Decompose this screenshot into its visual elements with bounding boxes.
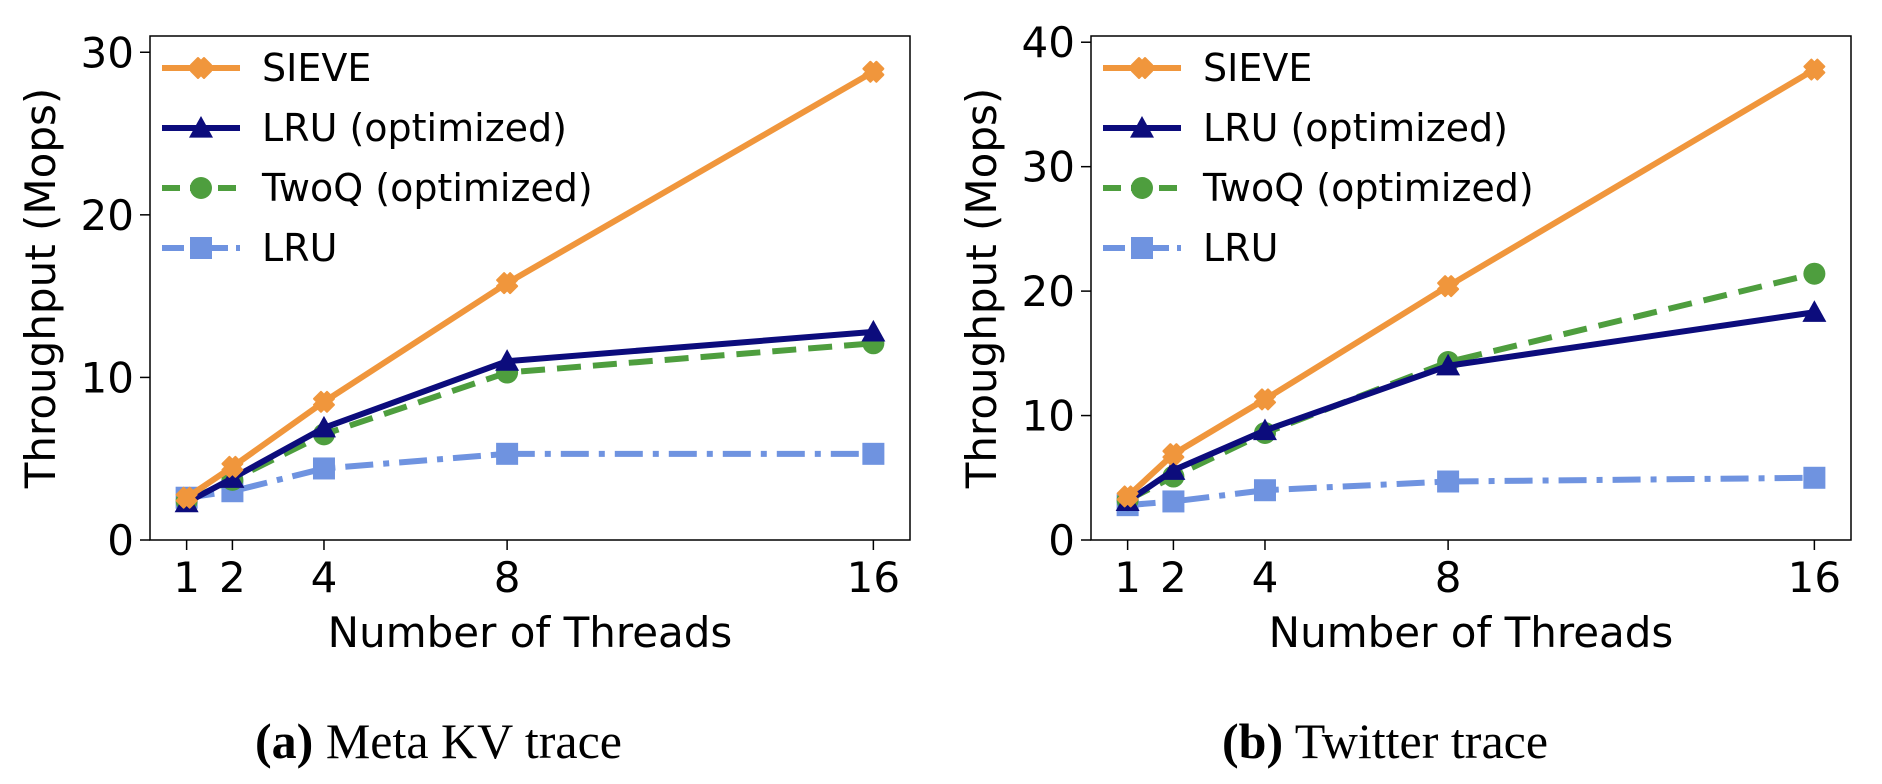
- series-line: [185, 340, 874, 504]
- y-tick-label: 10: [1022, 392, 1075, 441]
- legend-marker: [1131, 177, 1153, 199]
- series-twoq-optimized: [1116, 262, 1826, 512]
- data-point: [1162, 490, 1185, 513]
- data-point: [175, 486, 198, 509]
- legend-label: LRU: [1203, 226, 1278, 270]
- x-tick-label: 1: [1114, 553, 1141, 602]
- legend-label: LRU (optimized): [1203, 106, 1508, 150]
- x-axis-label: Number of Threads: [1269, 608, 1674, 657]
- data-point: [221, 455, 244, 478]
- x-tick-label: 16: [1788, 553, 1841, 602]
- legend-marker: [190, 237, 212, 259]
- legend-marker: [1131, 57, 1153, 79]
- data-point: [495, 349, 520, 371]
- legend: SIEVE LRU (optimized) TwoQ (optimized) LRU: [1103, 46, 1534, 270]
- x-tick-label: 4: [311, 553, 338, 602]
- x-axis-label: Number of Threads: [328, 608, 733, 657]
- legend-marker: [1131, 237, 1153, 259]
- chart-panel-a: 1 2 4 8 16 0 10 20 30 Number of Threads Throughput…: [0, 0, 941, 700]
- series-line: [186, 450, 874, 501]
- caption-a-text: Meta KV trace: [325, 713, 622, 769]
- caption-a-tag: (a): [255, 713, 314, 769]
- data-point: [496, 272, 519, 295]
- x-tick-label: 8: [494, 553, 521, 602]
- y-axis-label: Throughput (Mops): [957, 88, 1006, 490]
- series-sieve: [175, 60, 885, 509]
- x-tick-label: 8: [1435, 553, 1462, 602]
- data-point: [862, 60, 885, 83]
- caption-a: (a) Meta KV trace: [255, 712, 622, 770]
- legend-label: LRU: [262, 226, 337, 270]
- legend-item: SIEVE: [162, 46, 371, 90]
- legend-item: TwoQ (optimized): [1103, 166, 1534, 210]
- data-point: [1802, 300, 1827, 322]
- x-tick-label: 16: [847, 553, 900, 602]
- caption-b-tag: (b): [1222, 713, 1284, 769]
- legend-item: TwoQ (optimized): [162, 166, 593, 210]
- series-line: [1127, 474, 1815, 509]
- y-tick-label: 20: [81, 191, 134, 240]
- legend-item: SIEVE: [1103, 46, 1312, 90]
- legend-item: LRU: [162, 226, 337, 270]
- data-point: [862, 442, 885, 465]
- data-point: [311, 415, 336, 438]
- legend-label: SIEVE: [262, 46, 371, 90]
- legend-item: LRU (optimized): [1103, 106, 1508, 150]
- legend-marker: [190, 57, 212, 79]
- series-line: [1126, 270, 1816, 503]
- y-tick-label: 0: [1048, 516, 1075, 565]
- x-tick-label: 2: [1160, 553, 1187, 602]
- data-point: [1437, 275, 1460, 298]
- data-point: [1803, 466, 1826, 489]
- legend-label: SIEVE: [1203, 46, 1312, 90]
- chart-panel-b: 1 2 4 8 16 0 10 20 30 40 Number of Threads Throughp…: [941, 0, 1882, 700]
- data-point: [312, 390, 335, 413]
- data-point: [1803, 58, 1826, 81]
- y-tick-label: 30: [1022, 143, 1075, 192]
- chart-b: 1 2 4 8 16 0 10 20 30 40 Number of Threads Throughp…: [957, 18, 1852, 657]
- legend: SIEVE LRU (optimized) TwoQ (optimized) LRU: [162, 46, 593, 270]
- data-point: [1253, 388, 1276, 411]
- data-point: [861, 319, 886, 342]
- series-sieve: [1116, 58, 1826, 508]
- y-axis-label: Throughput (Mops): [16, 88, 65, 490]
- data-point: [1116, 485, 1139, 508]
- chart-a: 1 2 4 8 16 0 10 20 30 Number of Threads Throughput…: [16, 28, 911, 657]
- data-point: [312, 457, 335, 480]
- legend-marker: [1130, 116, 1154, 138]
- legend-marker: [189, 116, 213, 138]
- plot-frame: [149, 35, 911, 541]
- data-point: [1803, 262, 1826, 285]
- data-point: [1437, 470, 1460, 493]
- series-line: [185, 328, 874, 506]
- x-tick-label: 4: [1252, 553, 1279, 602]
- y-tick-label: 20: [1022, 267, 1075, 316]
- series-lru-optimized: [174, 319, 886, 513]
- caption-b: (b) Twitter trace: [1222, 712, 1548, 770]
- data-point: [1162, 443, 1185, 466]
- y-tick-label: 40: [1022, 18, 1075, 67]
- legend-item: LRU (optimized): [162, 106, 567, 150]
- series-line: [1125, 309, 1815, 504]
- legend-marker: [190, 177, 212, 199]
- data-point: [1161, 458, 1186, 480]
- data-point: [1252, 418, 1277, 441]
- series-lru: [1116, 466, 1826, 517]
- legend-label: LRU (optimized): [262, 106, 567, 150]
- legend-label: TwoQ (optimized): [261, 166, 593, 210]
- data-point: [220, 466, 245, 488]
- legend-item: LRU: [1103, 226, 1278, 270]
- data-point: [496, 442, 519, 465]
- y-tick-label: 10: [81, 353, 134, 402]
- y-tick-label: 0: [107, 516, 134, 565]
- data-point: [1436, 353, 1461, 376]
- x-tick-label: 2: [219, 553, 246, 602]
- y-tick-label: 30: [81, 28, 134, 77]
- x-tick-label: 1: [173, 553, 200, 602]
- data-point: [1253, 479, 1276, 502]
- legend-label: TwoQ (optimized): [1202, 166, 1534, 210]
- plot-frame: [1090, 35, 1852, 541]
- caption-b-text: Twitter trace: [1294, 713, 1549, 769]
